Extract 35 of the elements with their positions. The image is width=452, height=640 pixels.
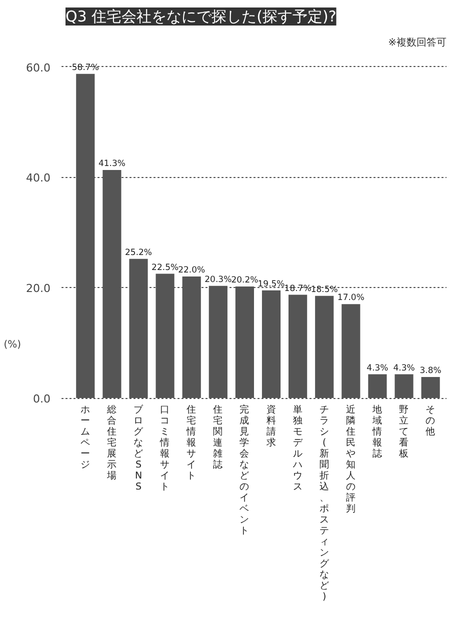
x-tick-label: 口コミ情報サイト <box>159 404 170 493</box>
data-label: 18.7% <box>284 284 312 294</box>
data-label: 20.3% <box>204 274 232 285</box>
x-tick-label: ブログなどSNS <box>134 404 144 493</box>
x-tick-label: 住宅関連雑誌 <box>213 404 224 471</box>
y-tick-label: 0.0 <box>33 392 51 406</box>
data-label: 41.3% <box>98 158 126 169</box>
category-label: チラシ(新聞折込、ポスティングなど) <box>319 404 330 603</box>
y-axis-title: (%) <box>4 340 22 350</box>
chart-title: Q3 住宅会社をなにで探した(探す予定)? <box>66 8 336 26</box>
data-label: 4.3% <box>393 363 415 374</box>
x-tick-label: 単独モデルハウス <box>292 404 304 493</box>
y-tick-label: 60.0 <box>26 61 51 74</box>
data-label: 18.5% <box>310 284 338 295</box>
data-label: 4.3% <box>366 363 388 374</box>
data-label: 17.0% <box>337 293 364 304</box>
x-tick-label: 住宅情報サイト <box>186 404 197 482</box>
data-label: 19.5% <box>258 279 285 290</box>
y-tick-label: 40.0 <box>26 172 51 185</box>
x-tick-label: その他 <box>426 404 436 438</box>
data-label: 20.2% <box>231 275 258 286</box>
chart-subtitle: ※複数回答可 <box>388 36 447 48</box>
y-tick-label: 20.0 <box>26 282 51 296</box>
x-tick-label: 野立て看板 <box>398 404 410 460</box>
data-label: 22.0% <box>178 266 206 276</box>
x-tick-label: 総合住宅展示場 <box>106 404 117 482</box>
data-label: 58.7% <box>72 62 99 73</box>
data-label: 25.2% <box>125 248 152 258</box>
data-label: 3.8% <box>420 366 442 376</box>
data-label: 22.5% <box>152 262 179 273</box>
category-label: 完成見学会などのイベント <box>240 404 250 537</box>
category-label: 近隣住民や知人の評判 <box>346 404 356 515</box>
x-tick-label: ホームページ <box>80 404 90 471</box>
x-tick-label: 地域情報誌 <box>371 404 382 460</box>
x-tick-label: 資料請求 <box>266 404 276 449</box>
